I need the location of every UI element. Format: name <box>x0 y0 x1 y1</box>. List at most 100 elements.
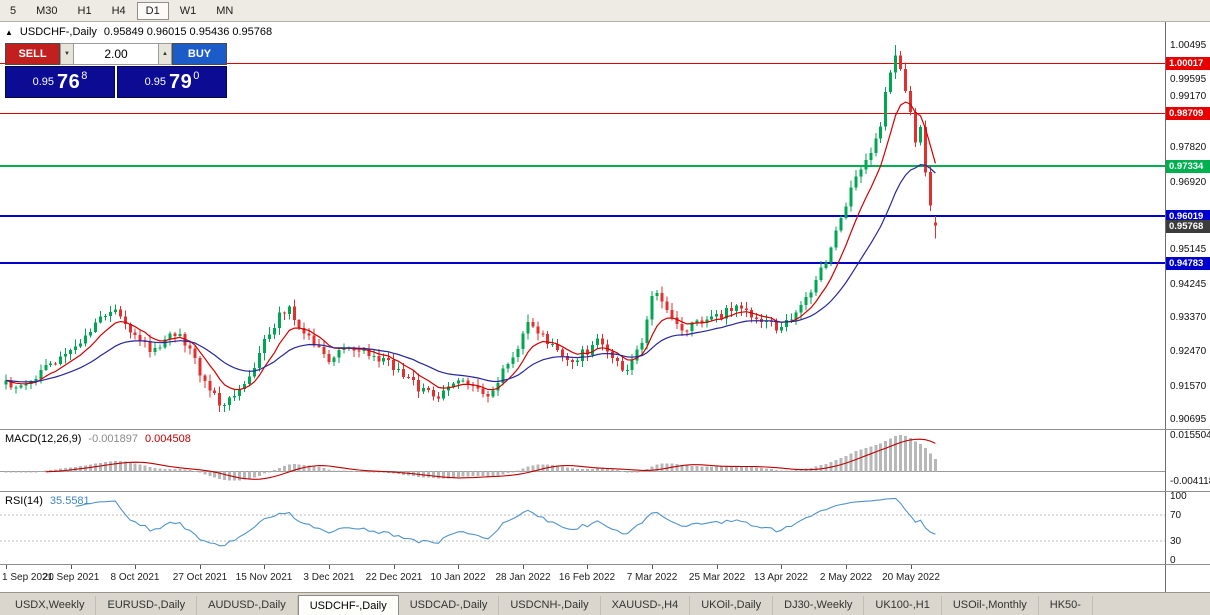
sell-button[interactable]: SELL <box>5 43 60 65</box>
buy-button[interactable]: BUY <box>172 43 227 65</box>
timeframe-button-5[interactable]: 5 <box>10 4 17 17</box>
chart-tab-ukoil-daily[interactable]: UKOil-,Daily <box>690 596 774 615</box>
date-label: 13 Apr 2022 <box>754 572 808 583</box>
rsi-axis-tick: 100 <box>1170 491 1187 502</box>
one-click-trading-panel: SELL ▼ 2.00 ▲ BUY 0.95 76 8 0.95 79 0 <box>5 43 227 98</box>
timeframe-button-m30[interactable]: M30 <box>36 4 58 17</box>
price-axis-tick: 0.91570 <box>1170 381 1207 392</box>
chart-tab-usdcad-daily[interactable]: USDCAD-,Daily <box>399 596 500 615</box>
date-label: 20 May 2022 <box>882 572 940 583</box>
chart-tabs-bar: USDX,Weekly EURUSD-,Daily AUDUSD-,Daily USD… <box>0 592 1210 615</box>
time-axis-tick <box>587 565 588 569</box>
chart-tab-usdx-weekly[interactable]: USDX,Weekly <box>4 596 97 615</box>
price-level-tag: 0.96019 <box>1166 210 1210 223</box>
ask-price-prefix: 0.95 <box>144 76 167 88</box>
price-axis[interactable]: 1.00495 0.99595 0.99170 0.97820 0.96920 0.951… <box>1165 22 1210 592</box>
timeframe-button-w1[interactable]: W1 <box>179 4 197 17</box>
price-axis-tick: 0.90695 <box>1170 414 1207 425</box>
price-level-tag: 1.00017 <box>1166 57 1210 70</box>
date-label: 3 Dec 2021 <box>303 572 355 583</box>
chart-tab-dj30-weekly[interactable]: DJ30-,Weekly <box>773 596 865 615</box>
timeframe-button-mn[interactable]: MN <box>216 4 234 17</box>
one-click-collapse-icon[interactable]: ▲ <box>5 27 13 37</box>
chart-ohlc-values: 0.95849 0.96015 0.95436 0.95768 <box>103 26 273 38</box>
price-level-tag: 0.98709 <box>1166 107 1210 120</box>
time-axis-tick <box>329 565 330 569</box>
chart-window: ▲ USDCHF-,Daily 0.95849 0.96015 0.95436 … <box>0 22 1210 592</box>
price-level-tag: 0.97334 <box>1166 160 1210 173</box>
price-axis-tick: 0.99595 <box>1170 74 1207 85</box>
date-label: 15 Nov 2021 <box>235 572 293 583</box>
chart-title: ▲ USDCHF-,Daily 0.95849 0.96015 0.95436 … <box>5 26 272 38</box>
price-axis-tick: 0.95145 <box>1170 244 1207 255</box>
bid-price-point: 8 <box>81 70 88 82</box>
price-axis-tick: 0.99170 <box>1170 91 1207 102</box>
chart-symbol-label: USDCHF-,Daily <box>19 26 97 38</box>
macd-axis-max-label: 0.015504 <box>1170 430 1210 441</box>
price-axis-tick: 0.93370 <box>1170 312 1207 323</box>
macd-chart[interactable] <box>0 430 1165 491</box>
macd-indicator-pane[interactable]: MACD(12,26,9) -0.001897 0.004508 <box>0 430 1165 491</box>
time-axis-tick <box>394 565 395 569</box>
time-axis-tick <box>264 565 265 569</box>
rsi-label: RSI(14) 35.5581 <box>5 495 90 507</box>
date-label: 27 Oct 2021 <box>172 572 228 583</box>
price-level-tag: 0.94783 <box>1166 257 1210 270</box>
rsi-indicator-pane[interactable]: RSI(14) 35.5581 <box>0 492 1165 564</box>
chart-tab-usdchf-daily[interactable]: USDCHF-,Daily <box>297 595 399 615</box>
time-axis-tick <box>6 565 7 569</box>
candlestick-chart[interactable] <box>0 22 1165 429</box>
timeframe-button-d1[interactable]: D1 <box>136 1 169 20</box>
time-axis-tick <box>717 565 718 569</box>
date-label: 2 May 2022 <box>819 572 873 583</box>
macd-name: MACD(12,26,9) <box>5 433 82 445</box>
time-axis-tick <box>846 565 847 569</box>
lot-decrease-button[interactable]: ▼ <box>60 43 74 65</box>
pane-separator[interactable] <box>0 491 1210 492</box>
rsi-value: 35.5581 <box>49 495 90 507</box>
bid-price-pips: 76 <box>57 70 81 93</box>
rsi-axis-tick: 30 <box>1170 536 1182 547</box>
rsi-axis-tick: 70 <box>1170 510 1182 521</box>
timeframe-button-h1[interactable]: H1 <box>77 4 92 17</box>
date-label: 7 Mar 2022 <box>626 572 678 583</box>
ask-price-pips: 79 <box>169 70 193 93</box>
macd-label: MACD(12,26,9) -0.001897 0.004508 <box>5 433 191 445</box>
macd-axis-min-label: -0.004118 <box>1170 476 1210 487</box>
lot-size-input[interactable]: 2.00 <box>74 43 158 65</box>
date-label: 8 Oct 2021 <box>110 572 160 583</box>
timeframe-toolbar: 5 M30 H1 H4 D1 W1 MN <box>0 0 1210 22</box>
bid-price-prefix: 0.95 <box>32 76 55 88</box>
bid-price-display: 0.95 76 8 <box>5 66 115 98</box>
timeframe-button-h4[interactable]: H4 <box>111 4 126 17</box>
price-axis-tick: 1.00495 <box>1170 40 1207 51</box>
chart-tab-eurusd-daily[interactable]: EURUSD-,Daily <box>96 596 198 615</box>
date-label: 10 Jan 2022 <box>430 572 486 583</box>
date-label: 28 Jan 2022 <box>495 572 551 583</box>
chart-tab-xauusd-h4[interactable]: XAUUSD-,H4 <box>601 596 691 615</box>
time-axis-tick <box>523 565 524 569</box>
time-axis-tick <box>781 565 782 569</box>
price-axis-tick: 0.96920 <box>1170 177 1207 188</box>
date-label: 20 Sep 2021 <box>42 572 100 583</box>
pane-separator[interactable] <box>0 429 1210 430</box>
time-axis[interactable]: 1 Sep 2021 20 Sep 2021 8 Oct 2021 27 Oct 20… <box>0 565 1165 592</box>
date-label: 16 Feb 2022 <box>558 572 616 583</box>
chart-tab-usoil-monthly[interactable]: USOil-,Monthly <box>942 596 1039 615</box>
rsi-chart[interactable] <box>0 492 1165 564</box>
macd-signal-value: 0.004508 <box>144 433 191 445</box>
lot-increase-button[interactable]: ▲ <box>158 43 172 65</box>
price-axis-tick: 0.92470 <box>1170 346 1207 357</box>
time-axis-tick <box>200 565 201 569</box>
chart-tab-uk100-h1[interactable]: UK100-,H1 <box>864 596 942 615</box>
chart-tab-hk50-[interactable]: HK50- <box>1039 596 1093 615</box>
main-chart-pane[interactable]: ▲ USDCHF-,Daily 0.95849 0.96015 0.95436 … <box>0 22 1165 429</box>
chart-tab-audusd-daily[interactable]: AUDUSD-,Daily <box>197 596 298 615</box>
time-axis-tick <box>652 565 653 569</box>
chart-tab-usdcnh-daily[interactable]: USDCNH-,Daily <box>499 596 601 615</box>
time-axis-tick <box>71 565 72 569</box>
pane-separator[interactable] <box>0 564 1210 565</box>
rsi-name: RSI(14) <box>5 495 43 507</box>
macd-main-value: -0.001897 <box>88 433 138 445</box>
